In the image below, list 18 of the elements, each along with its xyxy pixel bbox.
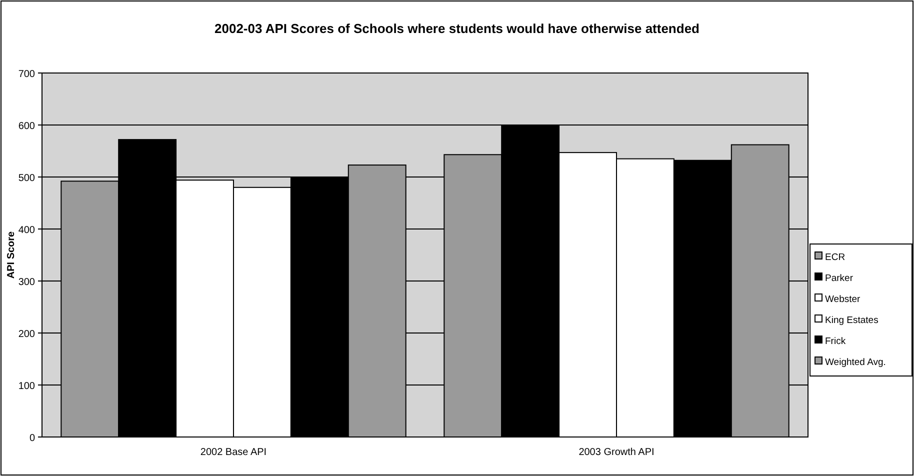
legend-label: Parker bbox=[825, 273, 853, 284]
x-tick-label: 2002 Base API bbox=[200, 447, 267, 458]
y-tick-label: 300 bbox=[18, 277, 36, 288]
y-tick-label: 100 bbox=[18, 381, 36, 392]
legend-label: Webster bbox=[825, 294, 860, 305]
legend-label: Weighted Avg. bbox=[825, 357, 886, 368]
legend-label: Frick bbox=[825, 336, 846, 347]
y-tick-label: 700 bbox=[18, 69, 36, 80]
legend-label: King Estates bbox=[825, 315, 879, 326]
y-tick-label: 500 bbox=[18, 173, 36, 184]
y-tick-label: 0 bbox=[29, 433, 36, 444]
legend-label: ECR bbox=[825, 252, 846, 263]
y-tick-label: 200 bbox=[18, 329, 36, 340]
y-tick-label: 400 bbox=[18, 225, 36, 236]
y-tick-label: 600 bbox=[18, 121, 36, 132]
y-axis-title: API Score bbox=[6, 230, 17, 279]
x-tick-label: 2003 Growth API bbox=[578, 447, 654, 458]
chart-title: 2002-03 API Scores of Schools where students would have otherwise attended bbox=[214, 21, 700, 36]
